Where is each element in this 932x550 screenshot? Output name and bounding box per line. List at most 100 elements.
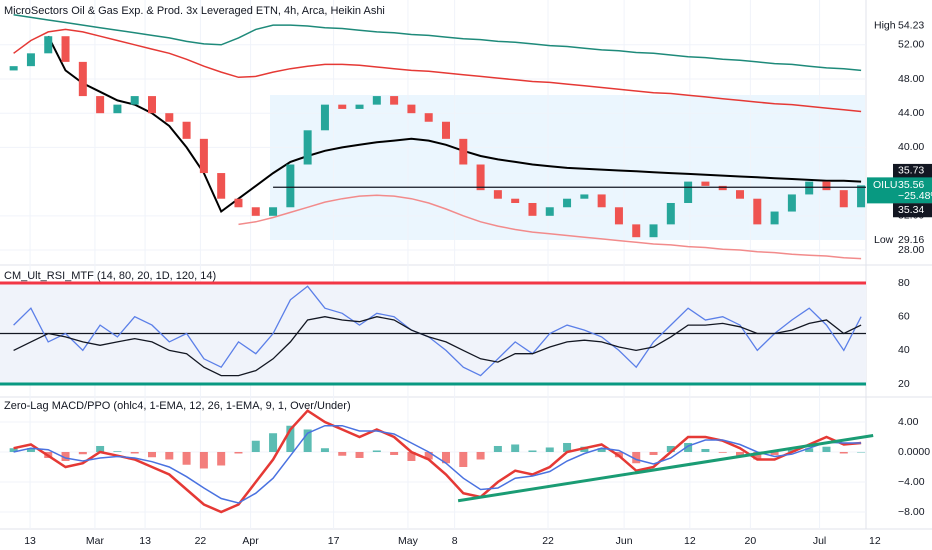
histogram-bar — [701, 448, 710, 452]
candle — [44, 36, 53, 54]
histogram-bar — [130, 451, 139, 454]
candle — [355, 104, 364, 109]
histogram-bar — [511, 444, 520, 452]
histogram-bar — [528, 450, 537, 452]
histogram-bar — [338, 451, 347, 456]
candle — [718, 185, 727, 191]
low-label: Low — [874, 234, 894, 246]
candle — [459, 138, 468, 165]
indicator-line — [13, 14, 862, 72]
candle — [148, 96, 156, 114]
histogram-bar — [26, 448, 35, 452]
price-tag — [893, 203, 932, 218]
candle — [424, 113, 433, 122]
histogram-bar — [61, 451, 70, 461]
candle — [9, 66, 18, 71]
x-tick-label: Mar — [86, 535, 105, 547]
candle — [372, 96, 381, 105]
candle — [199, 138, 208, 174]
indicator-line — [13, 285, 862, 377]
histogram-bar — [407, 451, 416, 461]
candle — [78, 61, 87, 97]
candle — [130, 96, 139, 105]
candle — [857, 185, 866, 208]
candle — [787, 194, 796, 212]
histogram-bar — [372, 450, 381, 452]
candle — [234, 198, 243, 208]
x-tick-label: 12 — [684, 535, 696, 547]
candle — [597, 194, 606, 208]
histogram-bar — [770, 451, 779, 455]
candle — [269, 207, 278, 216]
histogram-bar — [822, 446, 831, 452]
candle — [770, 211, 779, 225]
price-tag — [867, 177, 932, 204]
indicator-line — [13, 409, 862, 514]
histogram-bar — [649, 451, 658, 455]
x-tick-label: 12 — [869, 535, 881, 547]
indicator-line — [13, 316, 862, 377]
histogram-bar — [113, 451, 122, 452]
candle — [476, 164, 485, 191]
candle — [442, 121, 450, 139]
histogram-bar — [476, 451, 485, 460]
histogram-bar — [684, 442, 693, 452]
y-tick-label: 48.00 — [898, 73, 924, 85]
candle — [736, 190, 744, 199]
y-tick-label: 80 — [898, 277, 910, 289]
x-tick-label: Jul — [813, 535, 826, 547]
histogram-bar — [459, 451, 468, 467]
candle — [338, 104, 347, 109]
candle — [528, 202, 537, 216]
histogram-bar — [199, 451, 208, 469]
histogram-bar — [303, 429, 312, 452]
histogram-bar — [148, 451, 156, 458]
x-tick-label: 20 — [745, 535, 757, 547]
x-tick-label: 22 — [542, 535, 554, 547]
histogram-bar — [718, 451, 727, 453]
histogram-bar — [96, 445, 105, 452]
candle — [632, 224, 641, 238]
histogram-bar — [234, 451, 243, 454]
candle — [113, 104, 122, 114]
candle — [563, 198, 572, 208]
price-tag — [893, 163, 932, 178]
candle — [580, 194, 589, 199]
x-tick-label: Jun — [616, 535, 633, 547]
candle — [182, 121, 191, 139]
histogram-bar — [493, 445, 502, 452]
histogram-bar — [805, 448, 814, 452]
indicator-line — [13, 424, 862, 504]
pane-title: CM_Ult_RSI_MTF (14, 80, 20, 1D, 120, 14) — [4, 270, 216, 282]
histogram-bar — [839, 451, 848, 454]
x-tick-label: 8 — [452, 535, 458, 547]
candle — [649, 224, 658, 238]
histogram-bar — [251, 440, 260, 452]
y-tick-label: 0.0000 — [898, 446, 930, 458]
candle — [303, 130, 312, 165]
trendline — [457, 434, 874, 503]
histogram-bar — [78, 451, 87, 455]
histogram-bar — [9, 448, 18, 452]
candle — [390, 96, 399, 105]
histogram-bar — [753, 451, 762, 460]
histogram-bar — [857, 451, 866, 453]
x-tick-label: 22 — [195, 535, 207, 547]
histogram-bar — [286, 425, 295, 452]
indicator-line — [238, 194, 862, 260]
pane — [9, 14, 866, 260]
candle — [61, 36, 70, 62]
y-tick-label: −4.00 — [898, 476, 925, 488]
y-tick-label: 44.00 — [898, 107, 924, 119]
histogram-bar — [632, 451, 641, 464]
y-tick-label: 4.00 — [898, 416, 919, 428]
pane — [0, 281, 866, 386]
y-tick-label: 60 — [898, 310, 910, 322]
candle — [839, 190, 848, 208]
histogram-bar — [217, 451, 226, 466]
high-value: 54.23 — [898, 19, 924, 31]
histogram-bar — [355, 451, 364, 458]
candle — [753, 198, 762, 225]
